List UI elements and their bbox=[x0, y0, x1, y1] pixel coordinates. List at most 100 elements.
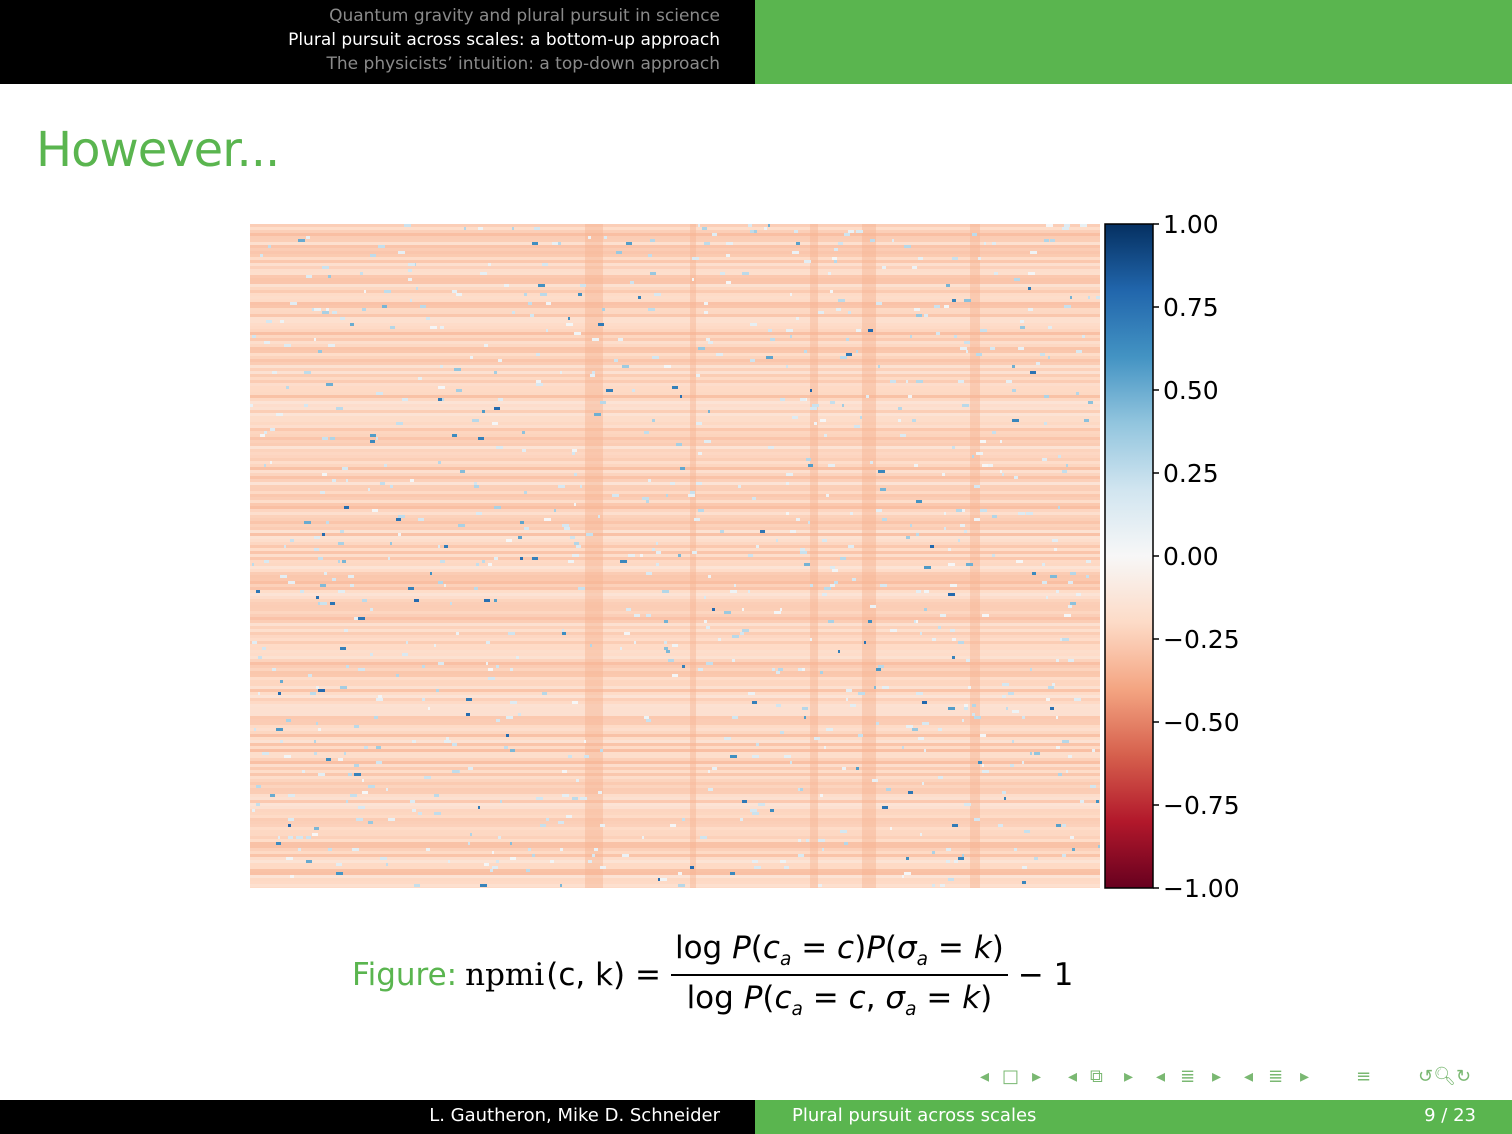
heatmap-cell bbox=[510, 857, 516, 860]
nav-section-right-icon[interactable]: ▸ bbox=[1212, 1066, 1222, 1087]
heatmap-cell bbox=[528, 848, 531, 851]
heatmap-cell bbox=[822, 539, 827, 542]
nav-section-2[interactable]: Plural pursuit across scales: a bottom-u… bbox=[288, 30, 720, 50]
nav-subsection-left-icon[interactable]: ◂ bbox=[1068, 1066, 1078, 1087]
heatmap-cell bbox=[646, 500, 649, 503]
heatmap-cell bbox=[644, 431, 649, 434]
nav-section-icon[interactable]: ≣ bbox=[1180, 1066, 1196, 1087]
heatmap-row bbox=[250, 377, 1100, 380]
nav-frame-left-icon[interactable]: ◂ bbox=[980, 1066, 990, 1087]
heatmap-cell bbox=[778, 668, 783, 671]
heatmap-cell bbox=[798, 839, 801, 842]
heatmap-cell bbox=[972, 233, 977, 236]
heatmap-cell bbox=[796, 242, 800, 245]
heatmap-cell bbox=[546, 329, 548, 332]
colorbar-tick-label: −1.00 bbox=[1163, 874, 1240, 903]
heatmap-row bbox=[250, 614, 1100, 617]
nav-search-icon[interactable]: ↺🔍︎↻ bbox=[1418, 1066, 1472, 1087]
heatmap-row bbox=[250, 524, 1100, 527]
heatmap-cell bbox=[1018, 512, 1025, 515]
heatmap-cell bbox=[838, 299, 845, 302]
heatmap-cell bbox=[1016, 560, 1023, 563]
heatmap-cell bbox=[858, 692, 865, 695]
heatmap-row bbox=[250, 671, 1100, 674]
nav-subsection-icon[interactable]: ⧉ bbox=[1090, 1066, 1103, 1087]
heatmap-cell bbox=[1020, 320, 1024, 323]
heatmap-cell bbox=[992, 515, 997, 518]
heatmap-row bbox=[250, 620, 1100, 623]
heatmap-cell bbox=[786, 512, 789, 515]
heatmap-cell bbox=[390, 485, 393, 488]
heatmap-cell bbox=[288, 581, 295, 584]
nav-subsubsection-icon[interactable]: ≣ bbox=[1268, 1066, 1284, 1087]
nav-doc-icon[interactable]: ≡ bbox=[1356, 1066, 1372, 1087]
heatmap-cell bbox=[850, 512, 853, 515]
heatmap-cell bbox=[954, 860, 958, 863]
heatmap-row bbox=[250, 812, 1100, 815]
heatmap-row bbox=[250, 458, 1100, 461]
heatmap-row bbox=[250, 497, 1100, 500]
heatmap-cell bbox=[940, 884, 945, 887]
heatmap-row bbox=[250, 359, 1100, 362]
heatmap-row bbox=[250, 476, 1100, 479]
nav-subsubsection-right-icon[interactable]: ▸ bbox=[1300, 1066, 1310, 1087]
heatmap-cell bbox=[532, 854, 535, 857]
heatmap-cell bbox=[960, 524, 965, 527]
heatmap-cell bbox=[864, 641, 866, 644]
heatmap-cell bbox=[398, 251, 405, 254]
heatmap-cell bbox=[1050, 575, 1057, 578]
heatmap-cell bbox=[298, 239, 305, 242]
heatmap-cell bbox=[824, 587, 831, 590]
heatmap-row bbox=[250, 251, 1100, 254]
heatmap-row bbox=[250, 536, 1100, 539]
heatmap-cell bbox=[732, 659, 735, 662]
heatmap-cell bbox=[486, 662, 488, 665]
heatmap-row bbox=[250, 278, 1100, 281]
heatmap-cell bbox=[672, 386, 678, 389]
nav-subsection-right-icon[interactable]: ▸ bbox=[1124, 1066, 1134, 1087]
heatmap-cell bbox=[340, 647, 346, 650]
nav-section-3[interactable]: The physicists’ intuition: a top-down ap… bbox=[326, 54, 720, 74]
heatmap-cell bbox=[536, 380, 541, 383]
heatmap-cell bbox=[536, 383, 543, 386]
heatmap-cell bbox=[322, 533, 325, 536]
colorbar-tick-label: 0.00 bbox=[1163, 542, 1219, 571]
heatmap-cell bbox=[882, 518, 887, 521]
heatmap-cell bbox=[652, 356, 659, 359]
heatmap-cell bbox=[800, 548, 805, 551]
heatmap-cell bbox=[634, 614, 640, 617]
heatmap-cell bbox=[602, 308, 605, 311]
nav-subsubsection-left-icon[interactable]: ◂ bbox=[1244, 1066, 1254, 1087]
nav-frame-icon[interactable]: □ bbox=[1002, 1066, 1020, 1087]
heatmap-cell bbox=[842, 404, 844, 407]
heatmap-cell bbox=[600, 749, 603, 752]
heatmap-cell bbox=[604, 236, 607, 239]
heatmap-cell bbox=[740, 632, 744, 635]
heatmap-cell bbox=[964, 707, 968, 710]
heatmap-row bbox=[250, 809, 1100, 812]
heatmap-cell bbox=[550, 860, 554, 863]
heatmap-cell bbox=[622, 365, 629, 368]
heatmap-cell bbox=[512, 311, 515, 314]
heatmap-cell bbox=[698, 509, 704, 512]
heatmap-cell bbox=[780, 731, 784, 734]
heatmap-cell bbox=[964, 704, 968, 707]
nav-frame-right-icon[interactable]: ▸ bbox=[1032, 1066, 1042, 1087]
heatmap-row bbox=[250, 554, 1100, 557]
heatmap-cell bbox=[918, 737, 924, 740]
nav-section-1[interactable]: Quantum gravity and plural pursuit in sc… bbox=[329, 6, 720, 26]
heatmap-row bbox=[250, 239, 1100, 242]
nav-section-left-icon[interactable]: ◂ bbox=[1156, 1066, 1166, 1087]
heatmap-cell bbox=[390, 542, 392, 545]
heatmap-cell bbox=[466, 698, 472, 701]
heatmap-cell bbox=[498, 836, 501, 839]
heatmap-row bbox=[250, 581, 1100, 584]
heatmap-cell bbox=[414, 884, 420, 887]
heatmap-row bbox=[250, 608, 1100, 611]
heatmap-cell bbox=[270, 794, 275, 797]
heatmap-cell bbox=[616, 251, 622, 254]
heatmap-cell bbox=[748, 224, 752, 227]
heatmap-cell bbox=[342, 467, 348, 470]
heatmap-row bbox=[250, 362, 1100, 365]
heatmap-cell bbox=[828, 620, 834, 623]
